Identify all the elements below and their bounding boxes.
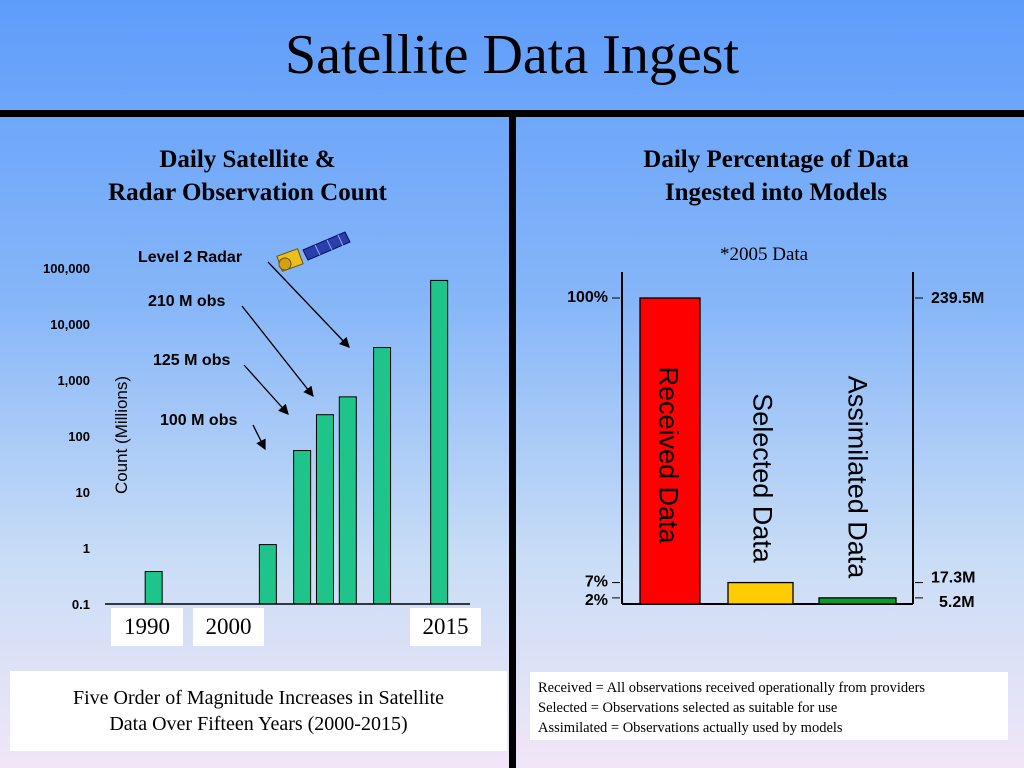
- title-bar: Satellite Data Ingest: [0, 0, 1024, 110]
- bar-label-selected: Selected Data: [747, 393, 778, 563]
- bar: [315, 414, 334, 605]
- y-tick-label: 1,000: [57, 373, 90, 388]
- y-tick-label: 100,000: [43, 261, 90, 276]
- left-title-line1: Daily Satellite &: [159, 146, 336, 173]
- annotation-label: 100 M obs: [160, 412, 237, 429]
- bar: [430, 279, 449, 605]
- annotation-arrow: [241, 305, 314, 398]
- legend-received: Received = All observations received ope…: [538, 680, 926, 696]
- annotation-label: Level 2 Radar: [138, 249, 242, 266]
- bar: [338, 396, 357, 605]
- year-label-2000: 2000: [193, 608, 264, 646]
- left-panel-title: Daily Satellite & Radar Observation Coun…: [40, 143, 455, 209]
- left-caption: Five Order of Magnitude Increases in Sat…: [10, 671, 507, 751]
- legend-assimilated: Assimilated = Observations actually used…: [538, 720, 843, 736]
- annotation-arrow: [252, 424, 266, 451]
- annotation-arrow: [243, 364, 289, 415]
- bar: [639, 297, 701, 605]
- left-title-line2: Radar Observation Count: [108, 179, 387, 206]
- y-tick-label: 10,000: [50, 317, 90, 332]
- data-year-note: *2005 Data: [720, 244, 809, 265]
- right-title-line1: Daily Percentage of Data: [643, 146, 909, 173]
- bar: [293, 450, 312, 605]
- y-tick-label: 0.1: [72, 597, 90, 612]
- year-label-1990: 1990: [111, 608, 183, 646]
- slide-title: Satellite Data Ingest: [284, 24, 740, 86]
- year-label-2015: 2015: [410, 608, 481, 646]
- right-tick-label: 5.2M: [939, 594, 975, 611]
- bar: [818, 597, 897, 605]
- bar-label-assimilated: Assimilated Data: [842, 375, 873, 579]
- right-tick-label: 17.3M: [931, 570, 975, 587]
- bar-label-received: Received Data: [653, 366, 684, 544]
- bar: [144, 571, 163, 605]
- bar: [373, 347, 392, 605]
- satellite-icon: [276, 231, 351, 272]
- annotation-label: 210 M obs: [148, 293, 225, 310]
- vertical-divider: [509, 117, 516, 768]
- left-tick-label: 7%: [585, 574, 608, 591]
- caption-line1: Five Order of Magnitude Increases in Sat…: [73, 687, 444, 709]
- bar: [258, 544, 277, 605]
- percentage-bar-chart: 100% 7%2% 239.5M 17.3M 5.2M: [567, 272, 984, 611]
- horizontal-divider: [0, 110, 1024, 117]
- y-tick-label: 100: [68, 429, 90, 444]
- log-bar-chart: 100,000 10,000 1,000 100 10 1 0.1 Level 2 Radar…: [43, 231, 470, 612]
- legend-selected: Selected = Observations selected as suit…: [538, 700, 838, 716]
- annotation-arrow: [267, 261, 350, 348]
- right-panel-title: Daily Percentage of Data Ingested into M…: [566, 143, 986, 209]
- right-tick-label: 239.5M: [931, 290, 984, 307]
- right-title-line2: Ingested into Models: [664, 179, 888, 206]
- annotation-label: 125 M obs: [153, 352, 230, 369]
- y-tick-label: 1: [83, 541, 90, 556]
- left-tick-label: 100%: [567, 289, 608, 306]
- left-tick-label: 2%: [585, 592, 608, 609]
- legend-box: Received = All observations received ope…: [530, 672, 1008, 740]
- caption-line2: Data Over Fifteen Years (2000-2015): [109, 713, 408, 735]
- bar: [727, 581, 794, 605]
- y-tick-label: 10: [76, 485, 90, 500]
